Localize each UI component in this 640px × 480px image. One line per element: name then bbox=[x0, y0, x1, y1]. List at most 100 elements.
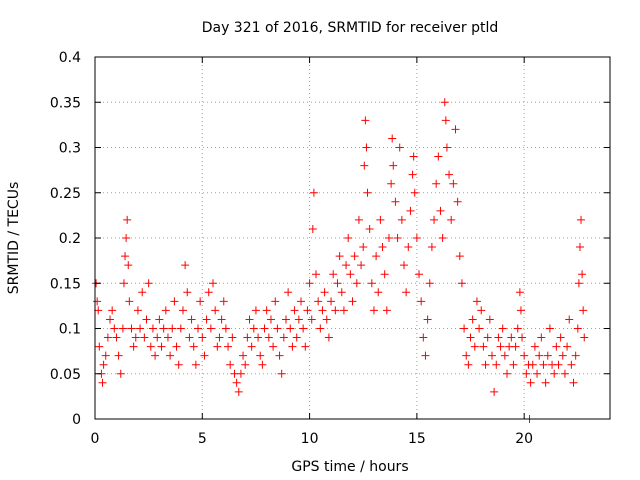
data-point-142 bbox=[378, 243, 387, 252]
data-point-82 bbox=[256, 351, 265, 360]
data-point-2 bbox=[94, 306, 103, 315]
data-point-176 bbox=[445, 170, 454, 179]
data-point-115 bbox=[324, 333, 333, 342]
data-point-147 bbox=[388, 134, 397, 143]
data-point-199 bbox=[494, 333, 503, 342]
data-point-26 bbox=[136, 324, 145, 333]
data-point-73 bbox=[236, 369, 245, 378]
data-point-58 bbox=[204, 288, 213, 297]
data-point-172 bbox=[438, 234, 447, 242]
data-point-216 bbox=[526, 378, 535, 387]
y-tick-label-3: 0.15 bbox=[50, 276, 81, 292]
data-point-74 bbox=[239, 351, 248, 360]
data-point-188 bbox=[470, 342, 479, 351]
data-point-162 bbox=[417, 297, 426, 306]
data-point-151 bbox=[395, 143, 404, 152]
data-point-114 bbox=[322, 315, 331, 324]
y-axis-title: SRMTID / TECUs bbox=[6, 182, 22, 295]
data-point-63 bbox=[215, 333, 224, 342]
data-point-99 bbox=[292, 333, 301, 342]
data-point-190 bbox=[475, 324, 484, 333]
data-point-108 bbox=[309, 188, 318, 197]
data-point-129 bbox=[354, 215, 363, 224]
data-point-189 bbox=[472, 297, 481, 306]
data-point-65 bbox=[219, 297, 228, 306]
data-point-49 bbox=[185, 333, 194, 342]
data-point-219 bbox=[533, 369, 542, 378]
data-point-123 bbox=[342, 261, 351, 270]
data-point-217 bbox=[528, 360, 537, 369]
data-point-89 bbox=[271, 297, 280, 306]
data-point-177 bbox=[447, 215, 456, 224]
data-point-231 bbox=[558, 351, 567, 360]
data-point-128 bbox=[352, 279, 361, 288]
data-point-85 bbox=[262, 306, 271, 315]
data-point-185 bbox=[464, 360, 473, 369]
data-point-179 bbox=[451, 125, 460, 134]
data-point-154 bbox=[402, 288, 411, 297]
data-point-191 bbox=[477, 306, 486, 315]
data-point-145 bbox=[384, 234, 393, 242]
data-point-139 bbox=[372, 252, 381, 261]
data-point-178 bbox=[449, 179, 458, 188]
tick-labels: 0 5 10 15 20 0 0.05 0.1 0.15 0.2 0.25 0.3 0.35 0.4 bbox=[50, 50, 533, 447]
data-point-79 bbox=[249, 324, 258, 333]
x-tick-label-0: 0 bbox=[91, 431, 100, 447]
data-point-238 bbox=[573, 324, 582, 333]
data-point-161 bbox=[415, 270, 424, 279]
data-point-23 bbox=[129, 342, 138, 351]
data-point-8 bbox=[103, 333, 112, 342]
data-point-28 bbox=[140, 333, 149, 342]
data-point-143 bbox=[380, 270, 389, 279]
data-point-210 bbox=[516, 306, 525, 315]
data-point-221 bbox=[537, 333, 546, 342]
data-point-237 bbox=[571, 351, 580, 360]
data-point-76 bbox=[243, 333, 252, 342]
data-point-38 bbox=[161, 306, 170, 315]
data-point-90 bbox=[273, 324, 282, 333]
data-point-127 bbox=[350, 252, 359, 261]
data-point-86 bbox=[264, 333, 273, 342]
data-point-44 bbox=[174, 360, 183, 369]
data-point-16 bbox=[119, 279, 128, 288]
data-point-21 bbox=[125, 297, 134, 306]
data-point-137 bbox=[367, 279, 376, 288]
data-point-95 bbox=[284, 288, 293, 297]
x-tick-label-2: 10 bbox=[301, 431, 319, 447]
data-point-27 bbox=[138, 288, 147, 297]
data-point-14 bbox=[116, 369, 125, 378]
data-point-22 bbox=[127, 324, 136, 333]
data-point-102 bbox=[299, 324, 308, 333]
y-tick-label-2: 0.1 bbox=[59, 322, 81, 338]
data-point-117 bbox=[329, 270, 338, 279]
data-point-169 bbox=[432, 179, 441, 188]
axes bbox=[94, 56, 611, 420]
data-point-88 bbox=[269, 342, 278, 351]
data-point-91 bbox=[275, 351, 284, 360]
data-point-78 bbox=[247, 342, 256, 351]
data-point-17 bbox=[121, 252, 130, 261]
data-point-124 bbox=[344, 234, 353, 242]
data-point-87 bbox=[266, 315, 275, 324]
data-point-207 bbox=[511, 342, 520, 351]
data-points bbox=[92, 98, 589, 423]
data-point-197 bbox=[490, 387, 499, 396]
data-point-18 bbox=[122, 234, 131, 242]
y-tick-label-8: 0.4 bbox=[59, 50, 81, 66]
data-point-157 bbox=[408, 170, 417, 179]
data-point-118 bbox=[331, 306, 340, 315]
data-point-33 bbox=[151, 351, 160, 360]
data-point-92 bbox=[277, 369, 286, 378]
data-point-138 bbox=[369, 306, 378, 315]
data-point-107 bbox=[308, 224, 317, 233]
data-point-174 bbox=[441, 116, 450, 125]
data-point-55 bbox=[198, 333, 207, 342]
y-tick-label-6: 0.3 bbox=[59, 141, 81, 157]
data-point-243 bbox=[579, 306, 588, 315]
data-point-133 bbox=[361, 116, 370, 125]
data-point-57 bbox=[202, 315, 211, 324]
data-point-240 bbox=[575, 243, 584, 252]
data-point-194 bbox=[483, 333, 492, 342]
data-point-196 bbox=[487, 351, 496, 360]
